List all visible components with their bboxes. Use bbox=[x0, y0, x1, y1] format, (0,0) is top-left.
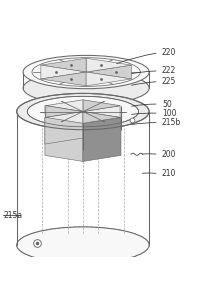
Text: 215a: 215a bbox=[4, 211, 23, 220]
Text: 225: 225 bbox=[162, 77, 176, 86]
Polygon shape bbox=[41, 65, 86, 79]
Polygon shape bbox=[83, 118, 121, 161]
Polygon shape bbox=[41, 72, 86, 86]
Ellipse shape bbox=[23, 56, 149, 89]
Polygon shape bbox=[41, 58, 86, 72]
Text: 210: 210 bbox=[162, 169, 176, 178]
Polygon shape bbox=[46, 106, 83, 117]
Ellipse shape bbox=[17, 93, 149, 130]
Text: 100: 100 bbox=[162, 109, 177, 118]
Polygon shape bbox=[86, 65, 131, 79]
Polygon shape bbox=[45, 106, 83, 120]
Text: 222: 222 bbox=[162, 67, 176, 76]
Polygon shape bbox=[86, 58, 131, 72]
Polygon shape bbox=[83, 112, 120, 123]
Text: 200: 200 bbox=[162, 150, 177, 159]
Ellipse shape bbox=[27, 96, 138, 127]
Polygon shape bbox=[46, 100, 83, 112]
Text: 215b: 215b bbox=[162, 118, 181, 127]
Ellipse shape bbox=[23, 71, 149, 105]
Polygon shape bbox=[83, 100, 120, 112]
Polygon shape bbox=[45, 118, 83, 161]
Text: 50: 50 bbox=[162, 100, 172, 109]
Polygon shape bbox=[83, 106, 120, 117]
Polygon shape bbox=[46, 112, 83, 123]
Ellipse shape bbox=[17, 227, 149, 263]
Polygon shape bbox=[83, 112, 121, 126]
Polygon shape bbox=[86, 72, 131, 86]
Text: 220: 220 bbox=[162, 48, 176, 57]
Polygon shape bbox=[45, 112, 83, 144]
